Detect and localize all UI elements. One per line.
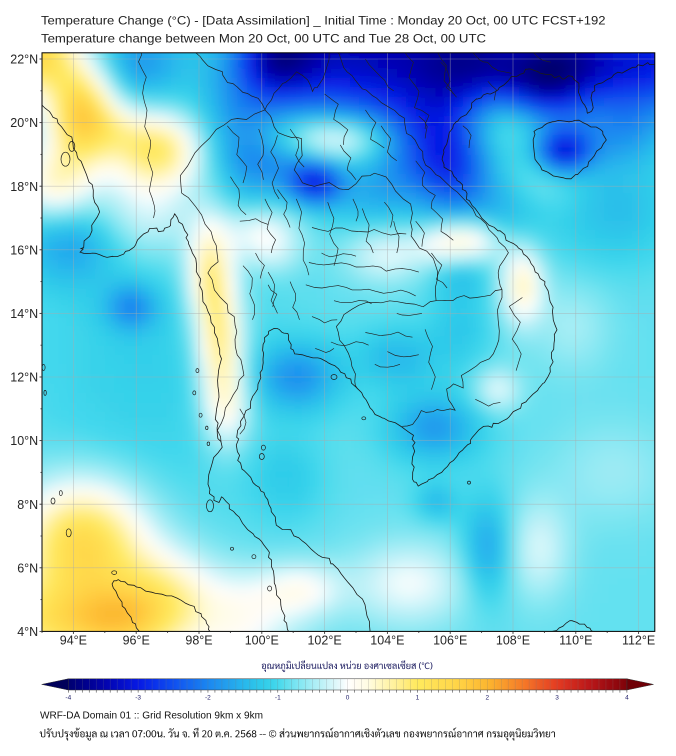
svg-text:-4: -4 — [65, 695, 71, 702]
svg-text:104°E: 104°E — [370, 633, 404, 647]
svg-text:14°N: 14°N — [10, 307, 38, 321]
svg-text:110°E: 110°E — [559, 633, 592, 647]
svg-text:-3: -3 — [135, 695, 141, 702]
svg-text:Temperature Change (°C) - [Dat: Temperature Change (°C) - [Data Assimila… — [41, 14, 606, 28]
svg-text:20°N: 20°N — [10, 116, 38, 130]
svg-text:6°N: 6°N — [17, 561, 38, 575]
svg-text:108°E: 108°E — [496, 633, 530, 647]
svg-text:18°N: 18°N — [10, 180, 38, 194]
svg-text:8°N: 8°N — [17, 498, 38, 512]
svg-text:94°E: 94°E — [60, 633, 87, 647]
svg-text:96°E: 96°E — [123, 633, 150, 647]
svg-text:-2: -2 — [205, 695, 211, 702]
svg-text:10°N: 10°N — [10, 434, 38, 448]
svg-text:Temperature change between Mon: Temperature change between Mon 20 Oct, 0… — [41, 32, 486, 46]
svg-text:-1: -1 — [275, 695, 281, 702]
svg-text:112°E: 112°E — [622, 633, 655, 647]
svg-text:4°N: 4°N — [17, 625, 38, 639]
svg-text:2: 2 — [485, 695, 489, 702]
svg-text:1: 1 — [416, 695, 420, 702]
svg-text:4: 4 — [625, 695, 629, 702]
svg-text:WRF-DA Domain 01 :: Grid Resol: WRF-DA Domain 01 :: Grid Resolution 9km … — [40, 711, 263, 722]
svg-text:0: 0 — [346, 695, 350, 702]
svg-text:100°E: 100°E — [245, 633, 279, 647]
svg-text:98°E: 98°E — [185, 633, 212, 647]
svg-text:3: 3 — [555, 695, 559, 702]
svg-text:22°N: 22°N — [10, 53, 38, 67]
svg-text:106°E: 106°E — [433, 633, 467, 647]
svg-text:16°N: 16°N — [10, 243, 38, 257]
svg-text:102°E: 102°E — [307, 633, 341, 647]
svg-text:12°N: 12°N — [10, 371, 38, 385]
